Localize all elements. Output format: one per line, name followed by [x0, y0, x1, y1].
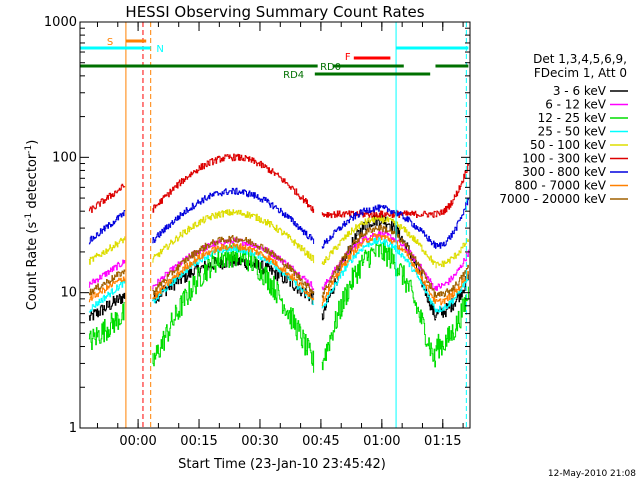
series-50-100-kev: [88, 209, 469, 269]
series-300-800-kev: [88, 187, 469, 249]
series-line-segment: [435, 249, 469, 291]
legend-label: 50 - 100 keV: [530, 138, 607, 152]
series-line-segment: [88, 210, 126, 245]
series-25-50-kev: [88, 237, 469, 313]
series-line-segment: [321, 204, 436, 249]
series-line-segment: [321, 233, 436, 307]
series-line-segment: [435, 163, 469, 218]
series-line-segment: [152, 243, 315, 301]
series-800-7000-kev: [88, 233, 469, 307]
series-line-segment: [435, 264, 469, 298]
y-axis-label-sup2: -1: [24, 145, 34, 154]
series-line-segment: [321, 215, 436, 265]
series-line-segment: [152, 245, 315, 306]
x-axis-label: Start Time (23-Jan-10 23:45:42): [178, 457, 386, 472]
series-line-segment: [152, 235, 315, 296]
y-axis-label-sup: -1: [24, 213, 34, 222]
series-line-segment: [88, 269, 126, 296]
f-flag-label: F: [345, 52, 351, 63]
rd4-flag-label: RD4: [283, 70, 304, 81]
series-line-segment: [321, 210, 436, 219]
x-tick-label: 00:15: [180, 434, 217, 449]
series-12-25-kev: [88, 240, 469, 373]
legend-header-line-1: Det 1,3,4,5,6,9,: [533, 52, 627, 66]
chart-title: HESSI Observing Summary Count Rates: [125, 3, 424, 21]
legend-header-line-2: FDecim 1, Att 0: [534, 66, 627, 80]
y-tick-label: 10: [60, 286, 77, 301]
series-line-segment: [88, 302, 126, 350]
x-tick-label: 01:15: [424, 434, 461, 449]
series-line-segment: [321, 224, 436, 298]
series-line-segment: [435, 238, 469, 269]
series-7000-20000-kev: [88, 224, 469, 298]
legend-label: 25 - 50 keV: [538, 125, 607, 139]
series-line-segment: [321, 237, 436, 313]
series-line-segment: [88, 279, 126, 313]
series-line-segment: [88, 183, 126, 213]
series-line-segment: [435, 272, 469, 319]
y-tick-label: 1000: [44, 15, 77, 30]
footer-timestamp: 12-May-2010 21:08: [548, 469, 636, 479]
series-line-segment: [435, 270, 469, 306]
series-line-segment: [88, 236, 126, 265]
y-axis-label-main: Count Rate (s: [25, 222, 40, 311]
y-axis-label-end: ): [25, 140, 40, 145]
x-tick-label: 01:00: [363, 434, 400, 449]
legend-label: 800 - 7000 keV: [515, 179, 607, 193]
x-tick-label: 00:00: [119, 434, 156, 449]
legend-label: 300 - 800 keV: [522, 165, 606, 179]
series-line-segment: [88, 292, 126, 321]
series-line-segment: [152, 209, 315, 264]
n-flag-label: N: [156, 44, 163, 55]
plot-area: S N F RD0 RD4: [79, 22, 469, 428]
y-tick-label: 100: [52, 150, 77, 165]
y-axis-label-mid: detector: [25, 153, 40, 213]
x-tick-label: 00:45: [302, 434, 339, 449]
y-tick-label: 1: [69, 421, 77, 436]
series-line-segment: [321, 240, 436, 371]
legend: Det 1,3,4,5,6,9, FDecim 1, Att 0 3 - 6 k…: [499, 52, 628, 206]
series-line-segment: [435, 273, 469, 313]
x-tick-label: 00:30: [241, 434, 278, 449]
rd0-flag-label: RD0: [320, 62, 341, 73]
series-line-segment: [435, 286, 469, 359]
legend-label: 6 - 12 keV: [545, 98, 607, 112]
series-line-segment: [88, 259, 126, 288]
legend-label: 3 - 6 keV: [553, 84, 607, 98]
plot-frame: [79, 21, 471, 429]
y-axis-label: Count Rate (s-1 detector-1): [24, 140, 40, 311]
legend-label: 12 - 25 keV: [538, 111, 607, 125]
legend-label: 7000 - 20000 keV: [499, 192, 606, 206]
series-line-segment: [152, 243, 315, 373]
s-flag-label: S: [107, 37, 113, 48]
series-line-segment: [435, 197, 469, 249]
legend-label: 100 - 300 keV: [522, 152, 606, 166]
series-line-segment: [152, 187, 315, 244]
series-line-segment: [88, 276, 126, 303]
series-100-300-kev: [88, 153, 469, 219]
series-line-segment: [152, 153, 315, 213]
axes: 1 10 100 1000 00:00 00:15 00:30 00:45 01:00 01:15: [44, 15, 470, 449]
